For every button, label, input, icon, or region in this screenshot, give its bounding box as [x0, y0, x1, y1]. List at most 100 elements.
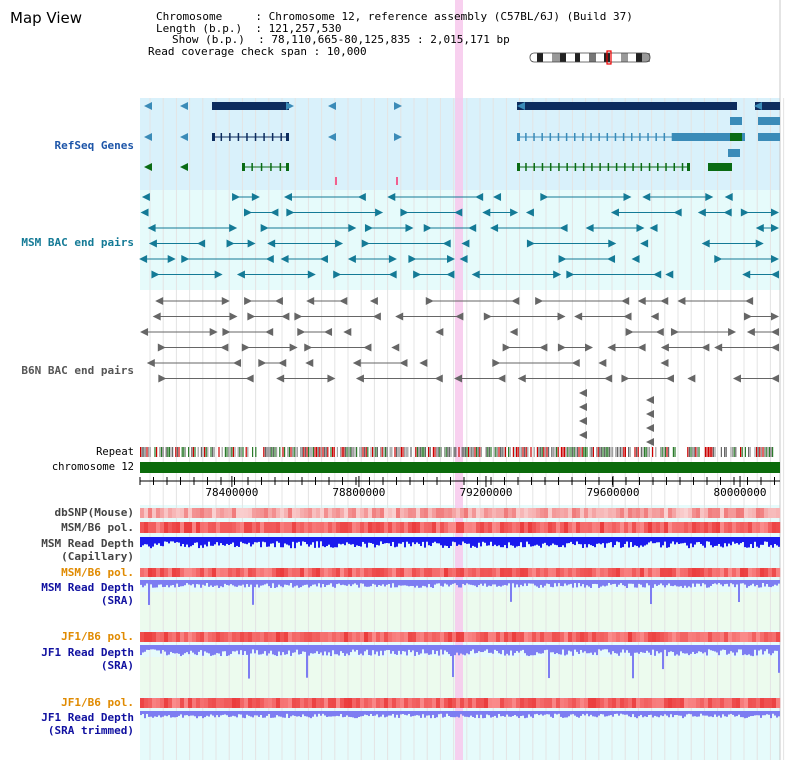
depth-bar	[452, 711, 454, 718]
depth-bar	[366, 645, 368, 650]
depth-bar	[368, 580, 370, 587]
dbsnp-cell	[476, 508, 481, 518]
depth-bar	[482, 580, 484, 586]
depth-bar	[746, 537, 748, 548]
dbsnp-cell	[624, 508, 629, 518]
track-label-jf1-b6-pol-2[interactable]: JF1/B6 pol.	[61, 696, 134, 709]
gene-transcript[interactable]	[755, 102, 780, 110]
strand-arrow-icon	[286, 102, 294, 110]
depth-bar	[180, 645, 182, 657]
bac-end-icon	[435, 328, 444, 336]
repeat-element	[212, 447, 214, 457]
gene-transcript[interactable]	[708, 163, 732, 171]
gene-transcript[interactable]	[730, 133, 742, 141]
depth-bar	[616, 580, 618, 587]
pol-cell	[200, 632, 205, 642]
depth-bar	[408, 580, 410, 587]
depth-bar	[744, 711, 746, 719]
pol-cell	[460, 632, 465, 642]
depth-bar	[708, 711, 710, 717]
dbsnp-cell	[584, 508, 589, 518]
track-label-b6n-bac[interactable]: B6N BAC end pairs	[21, 364, 134, 377]
gene-exon	[598, 133, 600, 141]
depth-bar	[298, 711, 300, 717]
dbsnp-cell	[640, 508, 645, 518]
gene-transcript[interactable]	[730, 117, 742, 125]
track-label-jf1-depth-sra-1[interactable]: JF1 Read Depth	[41, 646, 134, 659]
gene-transcript[interactable]	[758, 133, 780, 141]
track-label-dbsnp[interactable]: dbSNP(Mouse)	[54, 506, 134, 519]
repeat-element	[340, 447, 342, 457]
depth-bar	[686, 580, 688, 588]
bac-end-icon	[653, 270, 662, 279]
depth-bar	[448, 645, 450, 655]
depth-bar	[274, 645, 276, 656]
pol-cell	[760, 568, 765, 577]
depth-bar	[198, 711, 200, 717]
pol-cell	[336, 632, 341, 642]
pol-cell	[560, 568, 565, 577]
track-label-refseq[interactable]: RefSeq Genes	[54, 139, 134, 152]
repeat-element	[268, 447, 270, 457]
pol-cell	[620, 568, 625, 577]
gene-transcript[interactable]	[212, 102, 289, 110]
chromosome-ideogram[interactable]	[529, 52, 651, 63]
strand-arrow-icon	[180, 102, 188, 110]
depth-bar	[408, 645, 410, 650]
pol-cell	[216, 522, 221, 533]
depth-bar	[538, 645, 540, 654]
depth-bar	[596, 580, 598, 585]
pol-cell	[640, 522, 645, 533]
repeat-element	[522, 447, 524, 457]
bac-end-icon	[286, 208, 295, 217]
depth-bar	[370, 645, 372, 656]
track-label-jf1-b6-pol[interactable]: JF1/B6 pol.	[61, 630, 134, 643]
track-label-msm-b6-pol-2[interactable]: MSM/B6 pol.	[61, 566, 134, 579]
depth-bar	[486, 645, 488, 650]
gene-exon	[657, 163, 659, 171]
pol-cell	[432, 568, 437, 577]
pol-cell	[312, 568, 317, 577]
pol-cell	[712, 522, 717, 533]
bac-end-icon	[375, 208, 384, 217]
repeat-element	[359, 447, 361, 457]
track-label-msm-depth-sra-1[interactable]: MSM Read Depth	[41, 581, 134, 594]
depth-bar	[592, 645, 594, 655]
bac-end-icon	[442, 239, 451, 248]
pol-cell	[360, 568, 365, 577]
dbsnp-cell	[344, 508, 349, 518]
depth-bar	[290, 537, 292, 549]
repeat-element	[474, 447, 476, 457]
depth-bar	[382, 537, 384, 545]
pol-cell	[764, 522, 769, 533]
pol-cell	[424, 698, 429, 708]
depth-bar	[628, 537, 630, 548]
depth-bar	[196, 645, 198, 656]
depth-bar	[502, 711, 504, 716]
bac-end-icon	[140, 328, 149, 336]
depth-bar	[142, 537, 144, 546]
depth-bar	[578, 537, 580, 545]
bac-end-icon	[364, 224, 373, 232]
repeat-element	[436, 447, 438, 457]
track-label-msm-depth-capillary-1[interactable]: MSM Read Depth	[41, 537, 134, 550]
bac-end-icon	[468, 224, 477, 232]
chromosome-bar[interactable]	[140, 462, 780, 473]
depth-bar	[510, 645, 512, 651]
depth-bar	[506, 537, 508, 549]
depth-bar	[586, 711, 588, 714]
depth-bar	[190, 580, 192, 586]
depth-bar	[310, 580, 312, 587]
track-label-msm-b6-pol[interactable]: MSM/B6 pol.	[61, 521, 134, 534]
dbsnp-cell	[680, 508, 685, 518]
track-label-msm-bac[interactable]: MSM BAC end pairs	[21, 236, 134, 249]
bac-end-icon	[740, 208, 749, 217]
gene-transcript[interactable]	[728, 149, 740, 157]
gene-thick-block[interactable]	[672, 133, 730, 141]
depth-bar	[376, 537, 378, 545]
gene-transcript[interactable]	[758, 117, 780, 125]
gene-transcript[interactable]	[517, 102, 737, 110]
track-label-jf1-depth-trim-1[interactable]: JF1 Read Depth	[41, 711, 134, 724]
strand-arrow-icon	[754, 102, 762, 110]
